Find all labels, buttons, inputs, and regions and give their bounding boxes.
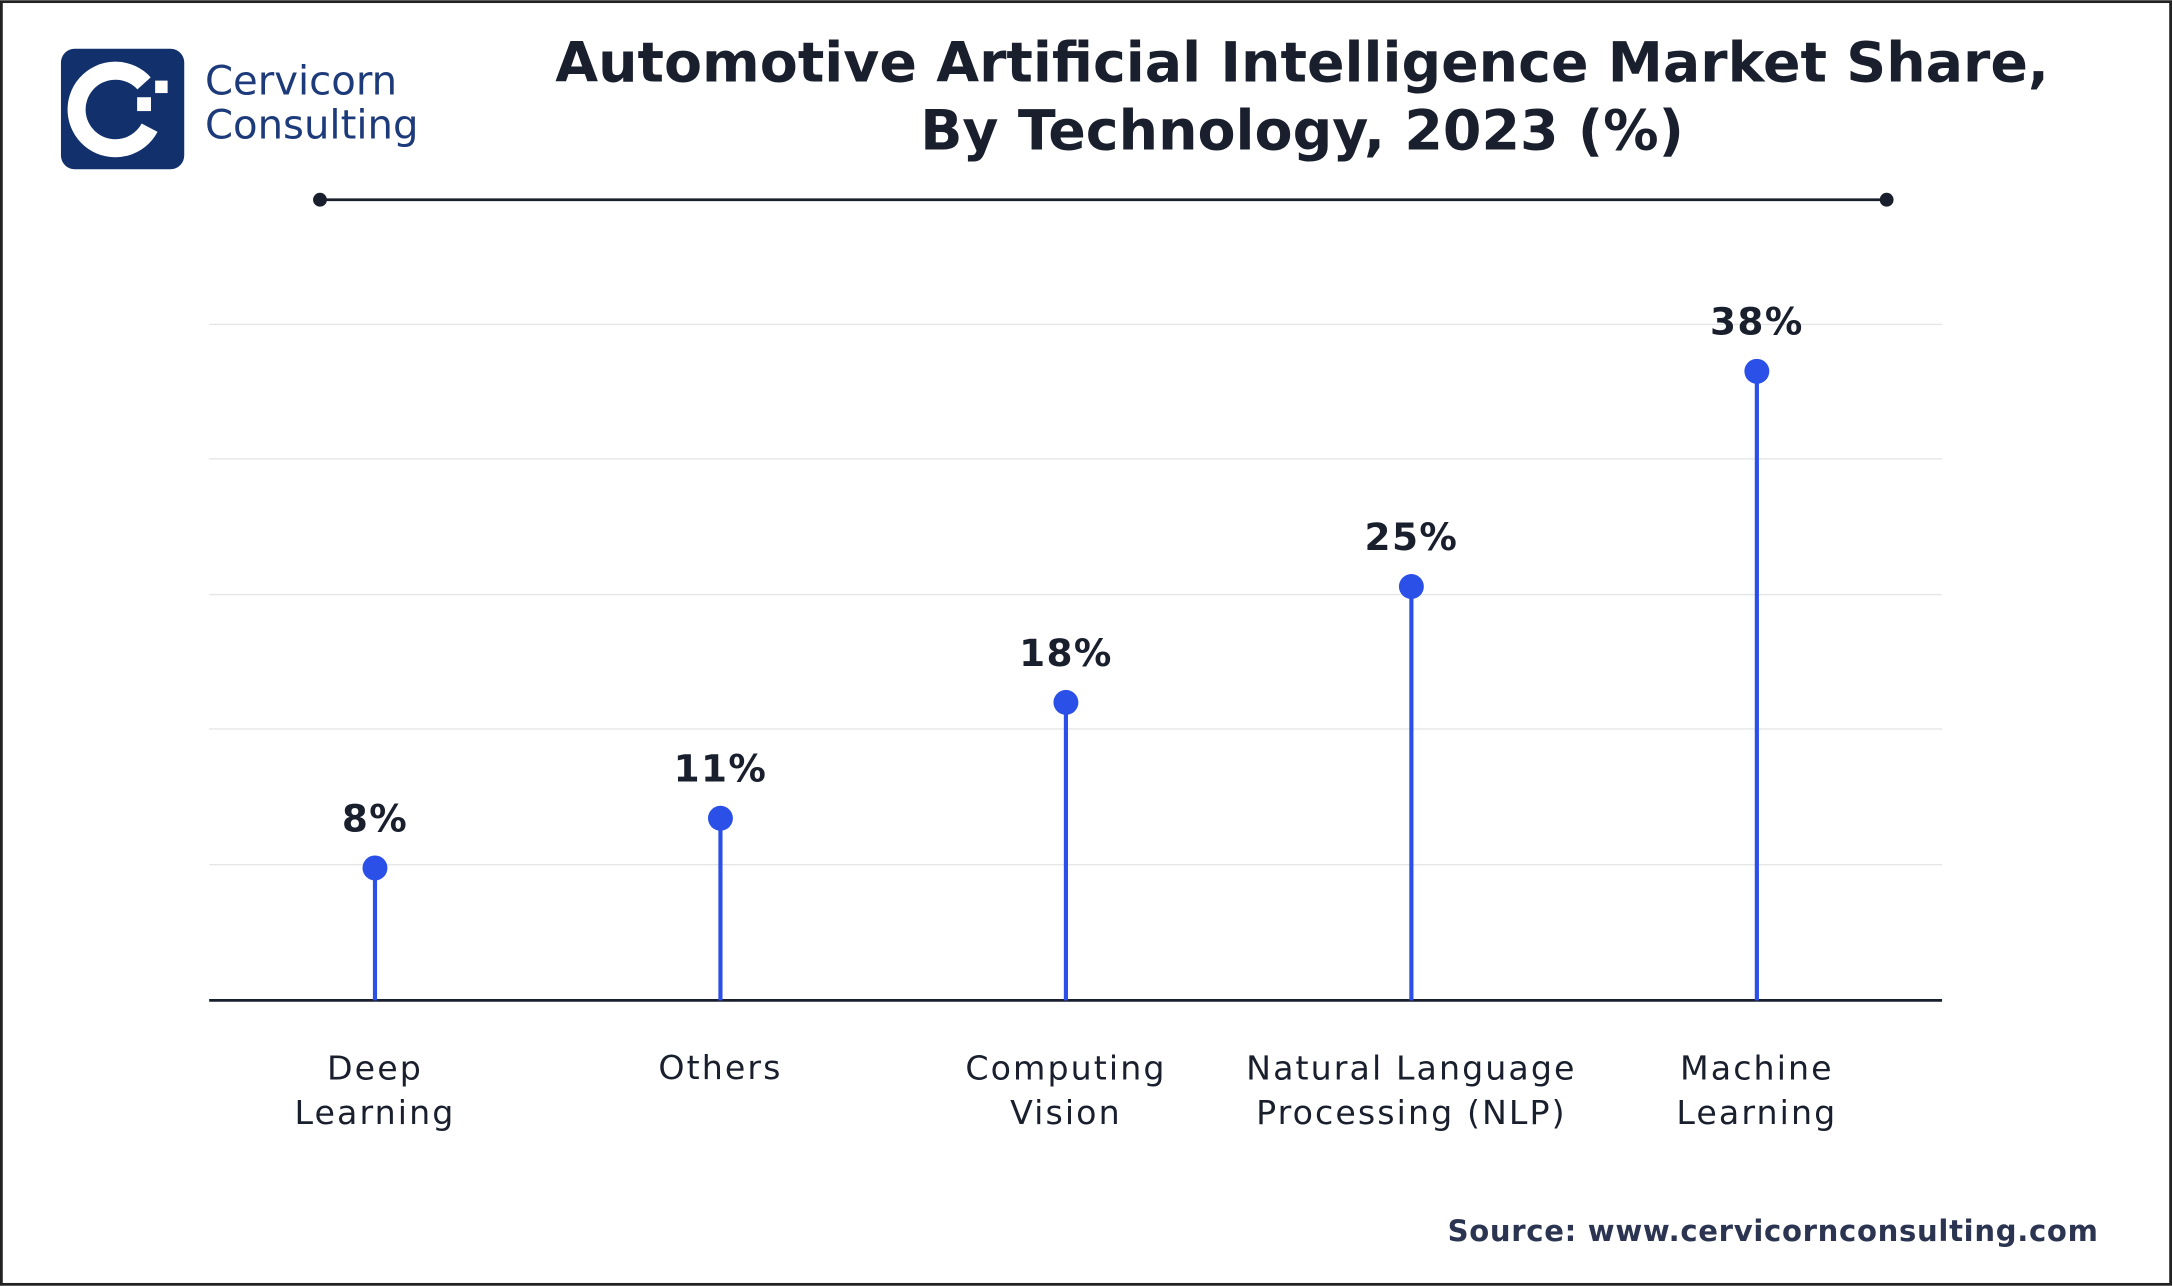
logo (60, 48, 185, 170)
value-label: 8% (342, 796, 408, 840)
x-tick-label: Computing Vision (965, 1048, 1166, 1131)
grid (209, 323, 1943, 866)
text-line: Learning (295, 1092, 456, 1131)
dot (1398, 574, 1424, 599)
dot (362, 855, 388, 881)
text-line: Natural Language (1246, 1048, 1576, 1087)
text-line: Deep (327, 1048, 423, 1087)
logo-square (137, 97, 151, 112)
value-label: 38% (1710, 300, 1804, 344)
logo-square (155, 80, 168, 94)
dot (1744, 358, 1770, 384)
value-label: 11% (674, 747, 768, 791)
brand: Cervicorn Consulting (205, 58, 418, 148)
source: Source: www.cervicornconsulting.com (1448, 1214, 2099, 1248)
dot (707, 805, 733, 831)
x-tick-label: Natural Language Processing (NLP) (1246, 1048, 1576, 1131)
x-tick-label: Machine Learning (1676, 1048, 1837, 1131)
dot (1053, 689, 1079, 715)
chart-title: Automotive Artificial Intelligence Marke… (555, 32, 2049, 164)
text-line: Learning (1676, 1092, 1837, 1131)
divider-dot (313, 192, 327, 207)
text-line: Vision (1010, 1092, 1122, 1131)
x-tick-label: Deep Learning (295, 1048, 456, 1131)
x-tick-label: Others (658, 1048, 782, 1087)
text-line: Machine (1680, 1048, 1834, 1087)
text-line: Cervicorn (205, 58, 397, 104)
text-line: Computing (965, 1048, 1166, 1087)
divider-dot (1879, 192, 1894, 207)
value-label: 25% (1365, 515, 1459, 559)
text-line: Processing (NLP) (1256, 1092, 1567, 1131)
text-line: By Technology, 2023 (%) (920, 100, 1684, 164)
value-label: 18% (1019, 631, 1113, 675)
text-line: Automotive Artificial Intelligence Marke… (555, 32, 2049, 96)
text-line: Consulting (205, 103, 418, 149)
logo-ring (67, 61, 158, 158)
